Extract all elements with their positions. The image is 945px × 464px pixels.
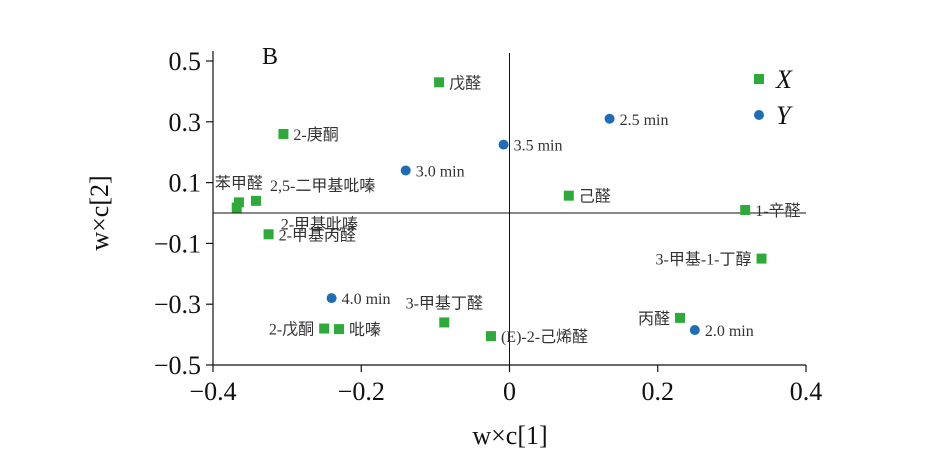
- legend-marker-circle: [754, 110, 764, 120]
- point-marker-square: [278, 128, 289, 139]
- panel-label: B: [262, 44, 278, 70]
- point-marker-square: [263, 229, 274, 240]
- point-label: 3.0 min: [416, 163, 465, 180]
- y-tick-label: 0.5: [169, 47, 202, 76]
- point-label: 苯甲醛: [215, 174, 263, 192]
- point-marker-square: [334, 324, 345, 335]
- x-tick-label: 0.4: [790, 377, 823, 406]
- point-marker-square: [319, 323, 330, 334]
- point-marker-circle: [604, 113, 615, 124]
- x-axis-label: w×c[1]: [472, 421, 547, 450]
- point-label: 戊醛: [449, 74, 481, 92]
- point-label: 己醛: [579, 188, 611, 206]
- point-marker-square: [756, 253, 767, 264]
- point-marker-square: [439, 317, 450, 328]
- y-tick-label: −0.1: [154, 229, 201, 258]
- x-tick-label: −0.4: [189, 377, 236, 406]
- point-label: 2.0 min: [705, 323, 754, 340]
- x-tick-label: 0: [503, 377, 516, 406]
- y-axis-label: w×c[2]: [85, 175, 114, 250]
- point-label: 2,5-二甲基吡嗪: [270, 177, 375, 195]
- point-label: 2.5 min: [620, 112, 669, 129]
- legend-label: Y: [776, 101, 793, 130]
- y-tick-label: −0.3: [154, 290, 201, 319]
- legend-marker-square: [754, 74, 764, 84]
- y-tick-label: 0.3: [169, 108, 202, 137]
- point-label: 3-甲基-1-丁醇: [656, 251, 752, 269]
- point-marker-square: [233, 197, 244, 208]
- point-label: 3.5 min: [514, 138, 563, 155]
- point-label: 2-庚酮: [293, 126, 338, 144]
- point-label: 2-甲基吡嗪: [281, 216, 358, 234]
- y-tick-labels: 0.5 0.3 0.1 −0.1 −0.3 −0.5: [154, 47, 201, 380]
- x-tick-label: −0.2: [338, 377, 385, 406]
- x-tick-label: 0.2: [642, 377, 675, 406]
- point-label: 1-辛醛: [755, 202, 800, 220]
- point-marker-circle: [400, 165, 411, 176]
- point-marker-square: [674, 312, 685, 323]
- point-marker-square: [485, 331, 496, 342]
- y-tick-label: −0.5: [154, 351, 201, 380]
- point-marker-circle: [498, 139, 509, 150]
- point-marker-circle: [326, 293, 337, 304]
- point-label: (E)-2-己烯醛: [501, 328, 588, 346]
- point-marker-square: [434, 77, 445, 88]
- legend-label: X: [775, 65, 793, 94]
- point-marker-square: [250, 195, 261, 206]
- point-marker-circle: [689, 325, 700, 336]
- point-marker-square: [563, 190, 574, 201]
- point-label: 4.0 min: [342, 291, 391, 308]
- point-marker-square: [231, 202, 242, 213]
- axes: [206, 51, 807, 372]
- point-marker-square: [740, 204, 751, 215]
- legend: XY: [754, 65, 793, 130]
- y-tick-label: 0.1: [169, 169, 202, 198]
- point-label: 3-甲基丁醛: [406, 294, 483, 312]
- point-label: 吡嗪: [349, 321, 381, 339]
- point-label: 2-戊酮: [269, 321, 314, 339]
- point-label: 2-甲基丙醛: [279, 226, 356, 244]
- point-label: 丙醛: [638, 310, 670, 328]
- x-tick-labels: −0.4 −0.2 0 0.2 0.4: [189, 377, 822, 406]
